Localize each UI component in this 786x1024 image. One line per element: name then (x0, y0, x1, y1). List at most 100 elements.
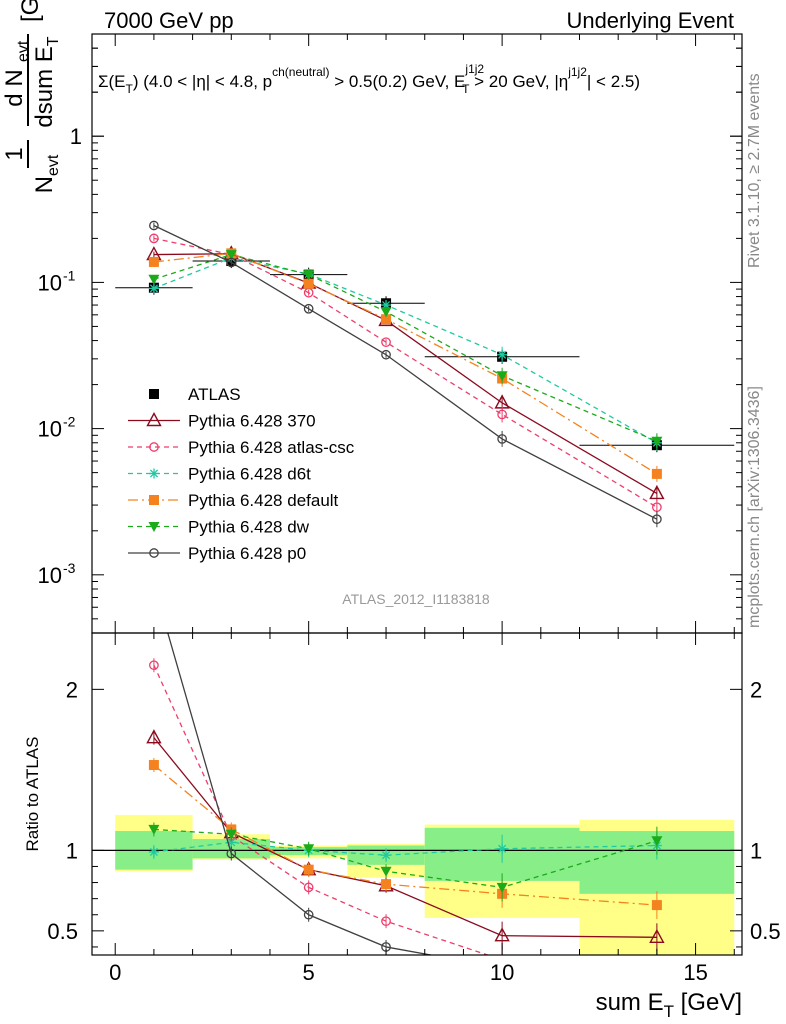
ratio-y-tick-right-1: 1 (750, 838, 762, 863)
main-point-s6-0 (149, 220, 159, 231)
main-point-s2-3 (381, 337, 391, 348)
main-point-s5-5 (651, 436, 663, 447)
legend-label-2: Pythia 6.428 atlas-csc (188, 438, 355, 457)
legend-label-5: Pythia 6.428 dw (188, 518, 310, 537)
legend-marker-1 (146, 412, 162, 427)
x-tick-label-1: 5 (303, 960, 315, 985)
main-point-s4-3 (381, 314, 392, 325)
ratio-point-s1-2 (303, 882, 314, 893)
y-tick-label-1: 1 (70, 124, 82, 149)
legend-marker-5 (148, 522, 160, 532)
svg-text:Nevt: Nevt (31, 154, 62, 193)
ratio-y-axis-label: Ratio to ATLAS (23, 737, 42, 852)
main-point-s5-0 (148, 274, 160, 285)
main-point-s6-4 (497, 434, 507, 444)
x-axis-label: sum ET [GeV] (596, 989, 742, 1021)
main-point-s6-2 (303, 303, 314, 314)
legend-label-3: Pythia 6.428 d6t (188, 465, 311, 484)
y-tick-label-base-2: 10 (38, 417, 62, 442)
svg-text:1: 1 (1, 147, 28, 160)
ratio-point-s5-5 (653, 957, 661, 965)
ratio-line-series-2 (153, 841, 657, 856)
ratio-point-s3-5 (651, 900, 662, 911)
ratio-frame (91, 632, 743, 956)
ratio-point-s2-0 (148, 846, 159, 857)
legend-label-0: ATLAS (188, 385, 241, 404)
header-left: 7000 GeV pp (104, 8, 234, 33)
ratio-point-s2-3 (381, 850, 392, 861)
main-point-s6-3 (381, 349, 391, 360)
ratio-point-s4-3 (380, 866, 392, 877)
main-point-s2-4 (497, 409, 507, 420)
x-tick-label-2: 10 (490, 960, 514, 985)
ratio-point-s0-5 (649, 928, 665, 943)
ratio-point-s4-4 (496, 882, 508, 893)
svg-text:dsum ET: dsum ET (31, 36, 62, 127)
ratio-plot-area (146, 581, 665, 973)
main-line-series-2 (153, 237, 658, 508)
y-tick-label-exp-3: -3 (63, 560, 76, 576)
ratio-point-s3-0 (148, 760, 159, 771)
main-point-s6-1 (226, 257, 237, 268)
svg-text:[GeV: [GeV (17, 0, 44, 22)
y-tick-label-base-3: 10 (38, 563, 62, 588)
main-point-s5-1 (225, 250, 237, 261)
legend-marker-3 (149, 468, 159, 479)
main-line-series-6 (153, 224, 658, 520)
ratio-y-tick-left-1: 1 (66, 838, 78, 863)
main-y-ticks (92, 33, 742, 634)
main-point-s4-2 (303, 278, 314, 289)
ratio-ticks (92, 688, 742, 948)
ratio-point-s5-0 (150, 581, 158, 589)
y-tick-label-base-1: 10 (38, 270, 62, 295)
main-point-s2-0 (149, 233, 159, 244)
x-tick-label-0: 0 (109, 960, 121, 985)
ratio-point-s0-4 (494, 927, 510, 942)
legend-marker-2 (149, 442, 159, 452)
main-point-s3-0 (148, 283, 159, 294)
svg-text:d N: d N (1, 69, 28, 106)
ratio-y-tick-left-2: 2 (66, 677, 78, 702)
ratio-point-s0-0 (146, 729, 162, 744)
ratio-y-tick-right-0: 0.5 (750, 919, 781, 944)
y-tick-label-exp-1: -1 (63, 267, 76, 283)
main-point-s5-3 (380, 307, 392, 318)
legend-marker-4 (149, 495, 159, 505)
ratio-point-s3-2 (303, 864, 314, 875)
legend-marker-0 (149, 389, 159, 399)
ratio-point-s4-1 (225, 829, 237, 840)
analysis-watermark: ATLAS_2012_I1183818 (342, 591, 490, 607)
ratio-point-s1-5 (653, 965, 661, 973)
legend-label-4: Pythia 6.428 default (188, 491, 339, 510)
main-line-series-1 (153, 253, 658, 495)
main-point-s5-4 (496, 371, 508, 382)
header-right: Underlying Event (566, 8, 734, 33)
ratio-point-s5-2 (303, 909, 314, 920)
ratio-y-tick-left-0: 0.5 (47, 919, 78, 944)
ratio-point-s2-4 (497, 843, 508, 854)
ratio-point-s1-3 (381, 916, 391, 927)
ratio-point-s1-0 (149, 660, 159, 671)
main-point-s4-5 (651, 468, 662, 479)
main-point-s6-5 (652, 514, 662, 525)
main-point-s4-0 (148, 256, 159, 267)
legend: ATLAS Pythia 6.428 370 Pythia 6.428 atlas-… (128, 385, 355, 563)
main-line-series-4 (153, 252, 658, 475)
ratio-line-series-4 (153, 828, 658, 889)
x-ticks (114, 34, 735, 955)
ratio-line-series-0 (153, 737, 657, 938)
main-title: Σ(ET) (4.0 < |η| < 4.8, pch(neutral) > 0… (98, 62, 640, 96)
main-line-series-5 (153, 253, 658, 442)
svg-text:evt: evt (15, 40, 32, 62)
ratio-point-s4-0 (148, 824, 160, 835)
ratio-point-s4-5 (651, 836, 663, 847)
ratio-point-s4-2 (303, 844, 315, 855)
legend-label-6: Pythia 6.428 p0 (188, 544, 306, 563)
main-point-s1-5 (649, 485, 665, 500)
ratio-point-s3-3 (381, 879, 392, 890)
y-tick-label-exp-2: -2 (63, 414, 76, 430)
main-point-s3-4 (497, 349, 508, 360)
main-plot-area (115, 220, 735, 528)
